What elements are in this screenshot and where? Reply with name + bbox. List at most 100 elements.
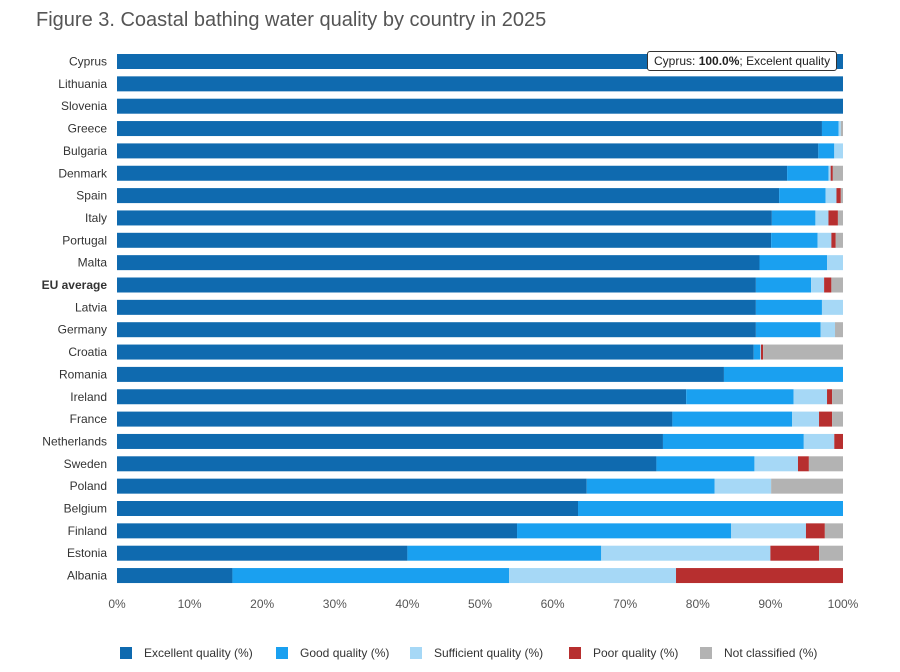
bar-segment[interactable] [755, 277, 812, 293]
bar-segment[interactable] [815, 210, 829, 226]
bar-segment[interactable] [407, 545, 602, 561]
legend-item[interactable]: Poor quality (%) [569, 643, 678, 663]
bar-segment[interactable] [117, 456, 657, 472]
bar-segment[interactable] [793, 389, 828, 405]
y-axis-label: Italy [85, 211, 107, 225]
bar-segment[interactable] [753, 344, 761, 360]
bar-segment[interactable] [117, 121, 822, 137]
bar-segment[interactable] [820, 322, 836, 338]
bar-segment[interactable] [836, 188, 841, 204]
bar-segment[interactable] [117, 523, 518, 539]
bar-segment[interactable] [827, 255, 843, 271]
bar-segment[interactable] [819, 411, 833, 427]
bar-segment[interactable] [656, 456, 755, 472]
bar-segment[interactable] [771, 210, 816, 226]
bar-segment[interactable] [834, 143, 843, 159]
bar-segment[interactable] [517, 523, 732, 539]
bar-segment[interactable] [509, 568, 677, 584]
bar-segment[interactable] [824, 523, 843, 539]
bar-segment[interactable] [770, 545, 820, 561]
bar-segment[interactable] [672, 411, 793, 427]
bar-segment[interactable] [840, 121, 843, 137]
bar-segment[interactable] [831, 277, 843, 293]
bar-segment[interactable] [723, 366, 843, 382]
bar-segment[interactable] [586, 478, 715, 494]
bar-segment[interactable] [676, 568, 843, 584]
bar-segment[interactable] [117, 478, 587, 494]
x-axis-tick-label: 60% [541, 597, 565, 611]
bar-segment[interactable] [779, 188, 826, 204]
bar-segment[interactable] [117, 389, 687, 405]
bar-segment[interactable] [827, 389, 833, 405]
bar-segment[interactable] [818, 143, 835, 159]
bar-segment[interactable] [117, 433, 663, 449]
x-axis-tick-label: 20% [250, 597, 274, 611]
bar-segment[interactable] [117, 501, 579, 516]
bar-segment[interactable] [760, 344, 764, 360]
bar-segment[interactable] [117, 76, 843, 92]
legend-item[interactable]: Not classified (%) [700, 643, 817, 663]
bar-segment[interactable] [117, 344, 754, 360]
legend-item[interactable]: Good quality (%) [276, 643, 389, 663]
bar-segment[interactable] [117, 188, 780, 204]
bar-segment[interactable] [731, 523, 806, 539]
bar-segment[interactable] [117, 366, 724, 382]
bar-segment[interactable] [835, 232, 843, 248]
bar-segment[interactable] [759, 255, 828, 271]
bar-segment[interactable] [831, 232, 836, 248]
bar-segment[interactable] [771, 232, 818, 248]
bar-segment[interactable] [837, 210, 843, 226]
legend-item[interactable]: Excellent quality (%) [120, 643, 253, 663]
bar-segment[interactable] [578, 501, 843, 516]
bar-segment[interactable] [232, 568, 510, 584]
bar-segment[interactable] [771, 478, 843, 494]
bar-segment[interactable] [832, 165, 843, 181]
bar-segment[interactable] [117, 322, 756, 338]
bar-segment[interactable] [835, 322, 843, 338]
bar-segment[interactable] [760, 344, 761, 360]
y-axis-labels: Cyprus Lithuania Slovenia Greece Bulgaria Den… [42, 55, 108, 583]
bar-segment[interactable] [117, 98, 843, 114]
bar-segment[interactable] [797, 456, 809, 472]
bar-segment[interactable] [808, 456, 843, 472]
bar-segment[interactable] [117, 255, 760, 271]
bar-segment[interactable] [838, 121, 841, 137]
bar-segment[interactable] [821, 299, 843, 315]
bar-segment[interactable] [803, 433, 835, 449]
bar-segment[interactable] [830, 165, 833, 181]
bar-segment[interactable] [832, 389, 843, 405]
bar-segment[interactable] [117, 210, 772, 226]
bar-segment[interactable] [834, 433, 843, 449]
bar-segment[interactable] [817, 232, 832, 248]
bar-segment[interactable] [117, 165, 788, 181]
bar-segment[interactable] [787, 165, 829, 181]
bar-segment[interactable] [824, 277, 832, 293]
bar-segment[interactable] [755, 299, 822, 315]
bar-segment[interactable] [662, 433, 804, 449]
bar-segment[interactable] [754, 456, 798, 472]
bar-segment[interactable] [117, 568, 233, 584]
bar-segment[interactable] [811, 277, 825, 293]
bar-segment[interactable] [117, 299, 756, 315]
hover-tooltip: Cyprus: 100.0%; Excelent quality [647, 51, 838, 71]
bar-segment[interactable] [832, 411, 843, 427]
bar-segment[interactable] [117, 411, 673, 427]
bar-segment[interactable] [117, 277, 756, 293]
bar-segment[interactable] [117, 232, 772, 248]
bar-segment[interactable] [755, 322, 821, 338]
bar-segment[interactable] [828, 210, 838, 226]
bar-segment[interactable] [840, 188, 843, 204]
bar-segment[interactable] [686, 389, 794, 405]
bar-segment[interactable] [601, 545, 771, 561]
legend-item[interactable]: Sufficient quality (%) [410, 643, 543, 663]
bar-segment[interactable] [763, 344, 843, 360]
bar-segment[interactable] [819, 545, 843, 561]
bar-segment[interactable] [117, 143, 819, 159]
bar-segment[interactable] [117, 545, 408, 561]
bar-segment[interactable] [714, 478, 772, 494]
bar-segment[interactable] [825, 188, 837, 204]
bar-segment[interactable] [828, 165, 831, 181]
bar-segment[interactable] [805, 523, 825, 539]
bar-segment[interactable] [792, 411, 820, 427]
bar-segment[interactable] [821, 121, 839, 137]
